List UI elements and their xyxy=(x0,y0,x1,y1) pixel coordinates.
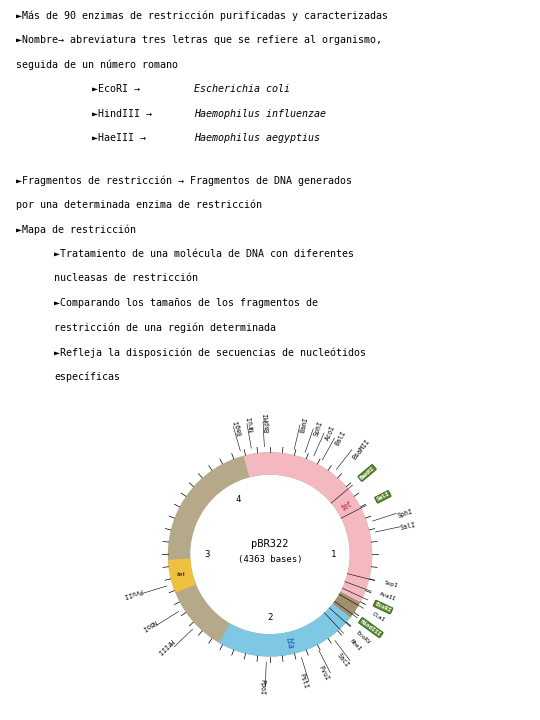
Text: 3: 3 xyxy=(204,550,210,559)
Text: específicas: específicas xyxy=(54,372,120,382)
Text: ►Fragmentos de restricción → Fragmentos de DNA generados: ►Fragmentos de restricción → Fragmentos … xyxy=(16,175,352,186)
Text: SalI: SalI xyxy=(375,492,390,503)
Text: Haemophilus aegyptius: Haemophilus aegyptius xyxy=(194,133,320,143)
Text: tet: tet xyxy=(177,572,186,577)
Text: MfIII: MfIII xyxy=(156,638,174,656)
Text: PvuI: PvuI xyxy=(318,665,330,681)
Text: AvaII: AvaII xyxy=(378,592,396,603)
Text: BsaMII: BsaMII xyxy=(352,438,372,461)
Text: restricción de una región determinada: restricción de una región determinada xyxy=(54,323,276,333)
Text: BamI: BamI xyxy=(300,416,309,433)
Text: ►Mapa de restricción: ►Mapa de restricción xyxy=(16,225,136,235)
Text: Escherichia coli: Escherichia coli xyxy=(194,84,291,94)
Text: NruI: NruI xyxy=(247,415,255,432)
Wedge shape xyxy=(168,452,372,657)
Wedge shape xyxy=(219,603,350,657)
Text: PstI: PstI xyxy=(299,673,309,690)
Wedge shape xyxy=(168,559,196,593)
Text: EcoRV: EcoRV xyxy=(354,630,371,646)
Text: ►HindIII →: ►HindIII → xyxy=(92,109,152,119)
Text: nucleasas de restricción: nucleasas de restricción xyxy=(54,274,198,284)
Text: tet: tet xyxy=(340,500,354,513)
Text: BspMI: BspMI xyxy=(263,412,270,432)
Text: Haemophilus influenzae: Haemophilus influenzae xyxy=(194,109,326,119)
Text: ►Más de 90 enzimas de restricción purificadas y caracterizadas: ►Más de 90 enzimas de restricción purifi… xyxy=(16,11,388,21)
Wedge shape xyxy=(244,452,372,603)
Text: 4: 4 xyxy=(235,495,241,504)
Text: SphI: SphI xyxy=(313,420,324,437)
Text: PpoI: PpoI xyxy=(259,679,265,696)
Text: bla: bla xyxy=(284,636,294,650)
Text: 2: 2 xyxy=(267,613,273,622)
Text: EcoRI: EcoRI xyxy=(374,601,392,613)
Text: HindIII: HindIII xyxy=(360,618,382,637)
Text: por una determinada enzima de restricción: por una determinada enzima de restricció… xyxy=(16,200,262,210)
Text: ►Comparando los tamaños de los fragmentos de: ►Comparando los tamaños de los fragmento… xyxy=(54,298,318,308)
Text: ►EcoRI →: ►EcoRI → xyxy=(92,84,140,94)
Text: PvuII: PvuII xyxy=(122,588,143,599)
Text: 1: 1 xyxy=(330,550,336,559)
Text: ClaI: ClaI xyxy=(370,611,385,622)
Text: AcoI: AcoI xyxy=(324,425,336,441)
Text: ►Refleja la disposición de secuencias de nucleótidos: ►Refleja la disposición de secuencias de… xyxy=(54,347,366,358)
Text: EagI: EagI xyxy=(233,418,244,435)
Text: ►Nombre→ abreviatura tres letras que se refiere al organismo,: ►Nombre→ abreviatura tres letras que se … xyxy=(16,35,382,45)
Text: BalI: BalI xyxy=(334,430,347,446)
Text: seguida de un número romano: seguida de un número romano xyxy=(16,60,178,70)
Text: NdoI: NdoI xyxy=(140,618,157,631)
Text: BamHI: BamHI xyxy=(359,465,375,480)
Text: SalI: SalI xyxy=(400,522,417,531)
Text: SacI: SacI xyxy=(335,652,350,669)
Text: ►HaeIII →: ►HaeIII → xyxy=(92,133,146,143)
Text: SphI: SphI xyxy=(396,508,414,518)
Text: ►Tratamiento de una molécula de DNA con diferentes: ►Tratamiento de una molécula de DNA con … xyxy=(54,249,354,259)
Text: pBR322: pBR322 xyxy=(251,539,289,549)
Text: (4363 bases): (4363 bases) xyxy=(238,555,302,564)
Wedge shape xyxy=(333,592,360,617)
Text: SspI: SspI xyxy=(383,580,399,589)
Text: NheI: NheI xyxy=(348,639,362,652)
